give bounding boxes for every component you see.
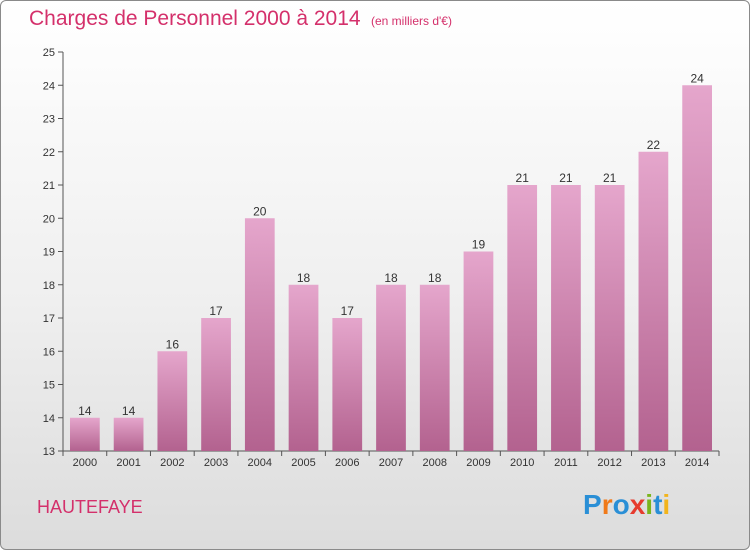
- x-tick-label: 2012: [597, 457, 621, 469]
- y-tick-label: 24: [43, 80, 55, 92]
- logo-letter: r: [601, 489, 613, 520]
- bar-2004: [244, 218, 275, 451]
- data-label-2003: 17: [209, 304, 223, 318]
- data-label-2005: 18: [297, 271, 311, 285]
- x-tick-label: 2007: [379, 457, 403, 469]
- data-label-2002: 16: [166, 337, 180, 351]
- logo-letter: o: [612, 489, 630, 520]
- y-tick-label: 19: [43, 247, 55, 259]
- bar-2009: [463, 251, 494, 451]
- y-tick-label: 23: [43, 114, 55, 126]
- bar-2003: [201, 318, 231, 451]
- x-tick-label: 2013: [641, 457, 665, 469]
- x-tick-label: 2010: [510, 457, 534, 469]
- data-label-2009: 19: [472, 238, 486, 252]
- data-label-2008: 18: [428, 271, 442, 285]
- x-tick-label: 2003: [204, 457, 228, 469]
- bar-2006: [332, 318, 363, 451]
- data-label-2004: 20: [253, 204, 267, 218]
- logo-letter: P: [583, 489, 602, 520]
- bar-2012: [594, 185, 625, 451]
- x-tick-label: 2008: [422, 457, 446, 469]
- y-tick-label: 20: [43, 213, 55, 225]
- logo-letter: i: [645, 489, 654, 520]
- x-tick-label: 2004: [248, 457, 272, 469]
- bar-2002: [157, 351, 188, 451]
- logo-letter: i: [662, 489, 671, 520]
- data-labels: 14 14 16 17 20 18 17 18 18 19 21 21 21 22 24: [78, 71, 704, 418]
- x-tick-label: 2000: [73, 457, 97, 469]
- logo-letter: x: [629, 489, 646, 520]
- data-label-2006: 17: [341, 304, 355, 318]
- x-tick-label: 2011: [554, 457, 578, 469]
- y-tick-label: 16: [43, 346, 55, 358]
- chart-title: Charges de Personnel 2000 à 2014: [29, 7, 361, 30]
- x-tick-label: 2002: [160, 457, 184, 469]
- data-label-2000: 14: [78, 404, 92, 418]
- x-tick-label: 2009: [466, 457, 490, 469]
- y-tick-label: 17: [43, 313, 55, 325]
- proxiti-logo[interactable]: Proxiti: [583, 489, 670, 521]
- y-tick-label: 13: [43, 446, 55, 458]
- y-tick-label: 25: [43, 47, 55, 59]
- data-label-2011: 21: [559, 171, 573, 185]
- bar-2000: [69, 417, 100, 451]
- bar-2011: [551, 185, 581, 451]
- data-label-2001: 14: [122, 404, 136, 418]
- bar-2010: [507, 185, 538, 451]
- data-label-2013: 22: [647, 138, 661, 152]
- commune-name: HAUTEFAYE: [37, 497, 143, 517]
- bar-2001: [113, 417, 144, 451]
- bar-2008: [419, 284, 450, 451]
- bar-2013: [638, 151, 669, 451]
- y-tick-label: 22: [43, 147, 55, 159]
- bar-2014: [682, 85, 713, 451]
- data-label-2012: 21: [603, 171, 617, 185]
- data-label-2014: 24: [690, 71, 704, 85]
- bars: [69, 85, 713, 451]
- x-tick-label: 2001: [116, 457, 140, 469]
- bar-2007: [376, 284, 406, 451]
- x-axis: 2000 2001 2002 2003 2004 2005 2006 2007 2008 2009…: [62, 450, 720, 469]
- y-tick-label: 18: [43, 280, 55, 292]
- y-tick-label: 14: [43, 413, 55, 425]
- x-tick-label: 2006: [335, 457, 359, 469]
- x-tick-label: 2005: [291, 457, 315, 469]
- x-tick-label: 2014: [685, 457, 709, 469]
- logo-letter: t: [653, 489, 663, 520]
- y-axis: 13 14 15 16 17 18 19 20 21 22 23 24 25: [43, 47, 64, 458]
- chart-subtitle: (en milliers d'€): [371, 14, 452, 28]
- bar-2005: [288, 284, 319, 451]
- data-label-2007: 18: [384, 271, 398, 285]
- y-tick-label: 15: [43, 380, 55, 392]
- y-tick-label: 21: [43, 180, 55, 192]
- data-label-2010: 21: [516, 171, 530, 185]
